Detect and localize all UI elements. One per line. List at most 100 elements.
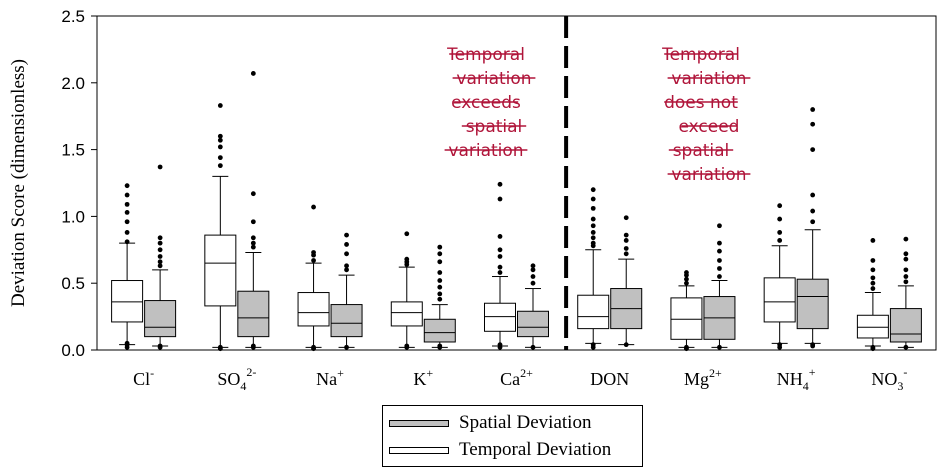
outlier-point bbox=[250, 219, 256, 225]
outlier-point bbox=[250, 235, 256, 241]
outlier-point bbox=[870, 258, 876, 263]
outlier-point bbox=[157, 235, 163, 241]
outlier-point bbox=[777, 238, 783, 243]
x-tick-label: K+ bbox=[413, 366, 433, 389]
outlier-point bbox=[157, 164, 163, 170]
box-temporal bbox=[856, 238, 889, 352]
outlier-point bbox=[623, 342, 629, 348]
outlier-point bbox=[157, 263, 163, 269]
outlier-point bbox=[311, 344, 316, 350]
outlier-point bbox=[250, 71, 256, 76]
annotation-line: Temporal bbox=[661, 45, 740, 65]
outlier-point bbox=[217, 155, 223, 161]
x-tick-label: Cl- bbox=[133, 366, 154, 389]
outlier-point bbox=[530, 280, 536, 286]
outlier-point bbox=[590, 196, 596, 202]
annotation-line: does not bbox=[664, 93, 738, 113]
x-axis: Cl- SO42- Na+ K+ Ca2+ DON Mg2+ NH4+ NO3- bbox=[133, 365, 907, 393]
outlier-point bbox=[404, 256, 410, 262]
outlier-point bbox=[717, 258, 722, 263]
outlier-point bbox=[217, 137, 223, 143]
box-iqr bbox=[577, 294, 610, 330]
x-tick-label: Na+ bbox=[316, 366, 344, 389]
outlier-point bbox=[590, 223, 596, 229]
annotation-line: Temporal bbox=[446, 45, 525, 65]
outlier-point bbox=[217, 144, 223, 150]
outlier-point bbox=[623, 238, 629, 243]
legend-item-spatial: Spatial Deviation bbox=[389, 410, 591, 436]
outlier-point bbox=[717, 248, 722, 254]
outlier-point bbox=[903, 236, 909, 242]
outlier-point bbox=[903, 279, 909, 285]
outlier-point bbox=[497, 234, 503, 239]
outlier-point bbox=[311, 258, 316, 263]
outlier-point bbox=[530, 267, 536, 273]
y-tick-label: 0.5 bbox=[61, 274, 85, 293]
outlier-point bbox=[530, 274, 536, 279]
box-spatial bbox=[610, 215, 643, 348]
outlier-point bbox=[623, 215, 629, 221]
outlier-point bbox=[903, 251, 909, 257]
box-temporal bbox=[484, 181, 516, 350]
outlier-point bbox=[623, 251, 629, 257]
outlier-point bbox=[344, 267, 349, 273]
outlier-point bbox=[870, 275, 876, 281]
outlier-point bbox=[217, 344, 223, 350]
box-iqr bbox=[111, 280, 144, 323]
outlier-point bbox=[124, 230, 130, 235]
annotation-line: spatial bbox=[673, 141, 730, 161]
box-spatial bbox=[144, 164, 177, 350]
outlier-point bbox=[717, 266, 722, 271]
outlier-point bbox=[870, 238, 876, 243]
annotation-line: variation bbox=[671, 69, 746, 89]
outlier-point bbox=[404, 231, 410, 237]
outlier-point bbox=[590, 187, 596, 193]
outlier-point bbox=[684, 280, 689, 286]
outlier-point bbox=[497, 247, 503, 253]
box-iqr bbox=[889, 308, 922, 343]
outlier-point bbox=[124, 239, 130, 245]
outlier-point bbox=[717, 223, 722, 229]
outlier-point bbox=[217, 103, 223, 108]
outlier-point bbox=[590, 216, 596, 222]
outlier-point bbox=[903, 267, 909, 273]
outlier-point bbox=[124, 340, 130, 346]
outlier-point bbox=[437, 278, 443, 283]
annotations: Temporal variation exceeds spatial variation… bbox=[444, 45, 751, 185]
outlier-point bbox=[311, 250, 316, 255]
legend-swatch-temporal bbox=[389, 446, 449, 454]
outlier-point bbox=[777, 216, 783, 222]
box-temporal bbox=[297, 204, 330, 352]
y-tick-label: 2.0 bbox=[61, 74, 85, 93]
legend-item-temporal: Temporal Deviation bbox=[389, 437, 611, 463]
box-spatial bbox=[330, 232, 363, 350]
outlier-point bbox=[250, 244, 256, 250]
outlier-point bbox=[903, 274, 909, 279]
box-temporal bbox=[390, 231, 423, 350]
outlier-point bbox=[717, 344, 722, 350]
outlier-point bbox=[157, 240, 163, 246]
outlier-point bbox=[124, 209, 130, 215]
outlier-point bbox=[124, 201, 130, 207]
outlier-point bbox=[437, 284, 443, 290]
outlier-point bbox=[590, 240, 596, 246]
box-iqr bbox=[237, 290, 270, 338]
x-tick-label: NH4+ bbox=[777, 365, 816, 393]
plot-frame bbox=[96, 15, 937, 351]
outlier-point bbox=[344, 232, 349, 238]
box-temporal bbox=[111, 183, 144, 350]
outlier-point bbox=[497, 264, 503, 270]
outlier-point bbox=[870, 344, 876, 350]
outlier-point bbox=[590, 230, 596, 235]
box-iqr bbox=[297, 292, 330, 327]
outlier-point bbox=[530, 344, 536, 350]
outlier-point bbox=[157, 247, 163, 253]
y-axis-label: Deviation Score (dimensionless) bbox=[8, 59, 29, 307]
outlier-point bbox=[344, 251, 349, 257]
outlier-point bbox=[870, 267, 876, 273]
outlier-point bbox=[810, 342, 816, 348]
box-spatial bbox=[889, 236, 922, 350]
box-spatial bbox=[703, 223, 736, 350]
outlier-point bbox=[590, 235, 596, 241]
box-iqr bbox=[144, 300, 177, 338]
